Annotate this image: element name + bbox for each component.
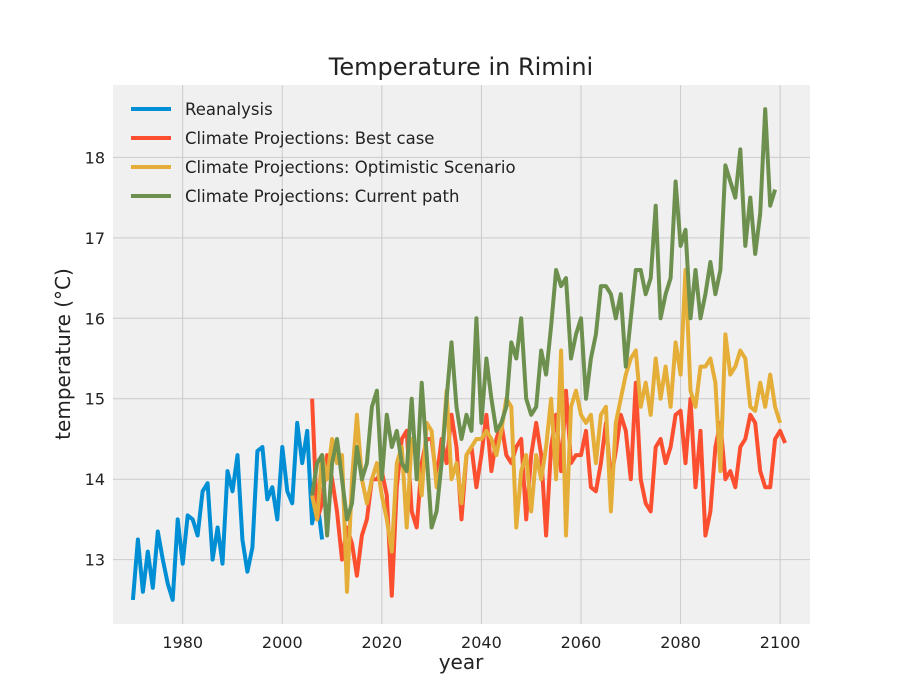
y-tick-label: 14 [85,470,105,489]
x-tick-label: 2000 [262,633,303,652]
series-line-3 [310,268,783,594]
x-tick-label: 2100 [760,633,801,652]
legend-label: Climate Projections: Current path [185,187,459,206]
y-tick-label: 13 [85,551,105,570]
series-line-2 [310,380,787,598]
series-lines [130,107,787,602]
series-line-4 [310,107,778,538]
x-axis-title: year [439,650,484,674]
legend-label: Climate Projections: Optimistic Scenario [185,158,516,177]
y-axis-title: temperature (°C) [51,268,75,440]
y-tick-label: 16 [85,309,105,328]
y-tick-label: 15 [85,390,105,409]
legend: Reanalysis Climate Projections: Best case… [131,100,516,206]
y-tick-label: 18 [85,148,105,167]
x-tick-label: 2040 [461,633,502,652]
y-tick-label: 17 [85,229,105,248]
legend-label: Reanalysis [185,100,273,119]
legend-label: Climate Projections: Best case [185,129,434,148]
x-tick-label: 1980 [162,633,203,652]
series-line-1 [130,420,325,602]
x-tick-label: 2060 [561,633,602,652]
plot-area [113,85,810,624]
x-tick-label: 2020 [361,633,402,652]
chart-title: Temperature in Rimini [328,53,593,81]
y-tick-labels: 13 14 15 16 17 18 [85,148,105,569]
x-tick-labels: 1980 2000 2020 2040 2060 2080 2100 [162,633,800,652]
x-tick-label: 2080 [660,633,701,652]
